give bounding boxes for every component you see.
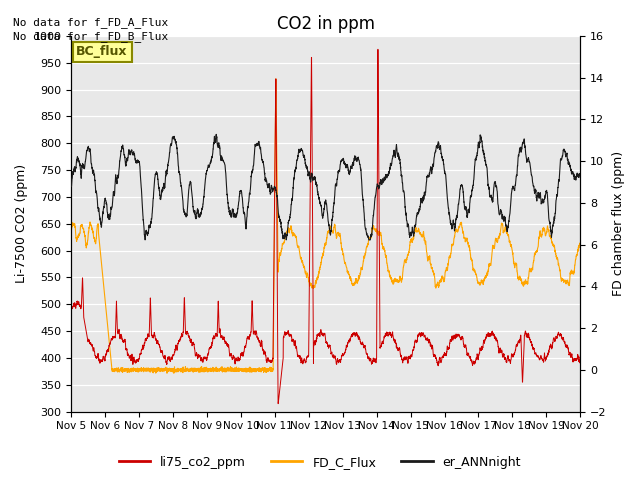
Legend: li75_co2_ppm, FD_C_Flux, er_ANNnight: li75_co2_ppm, FD_C_Flux, er_ANNnight xyxy=(114,451,526,474)
Text: No data for f_FD_B_Flux: No data for f_FD_B_Flux xyxy=(13,31,168,42)
Text: BC_flux: BC_flux xyxy=(76,45,128,59)
Y-axis label: FD chamber flux (ppm): FD chamber flux (ppm) xyxy=(612,151,625,296)
Text: No data for f_FD_A_Flux: No data for f_FD_A_Flux xyxy=(13,17,168,28)
Title: CO2 in ppm: CO2 in ppm xyxy=(276,15,375,33)
Y-axis label: Li-7500 CO2 (ppm): Li-7500 CO2 (ppm) xyxy=(15,164,28,283)
